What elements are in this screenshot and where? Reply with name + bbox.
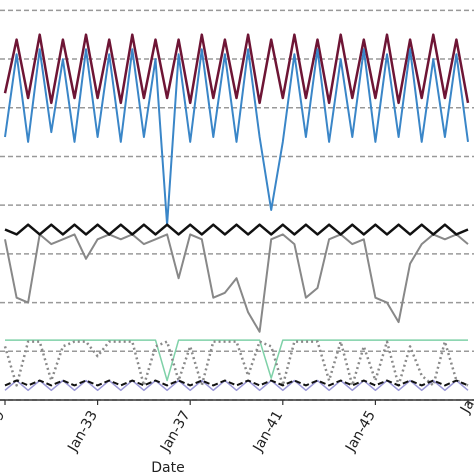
series-line [4,223,469,236]
x-tick-label: Jan-33 [64,408,101,455]
series-line [4,233,469,333]
x-tick-label: Jan-37 [157,408,194,455]
x-tick-label: Jan-41 [250,408,287,455]
x-axis-label: Date [151,460,184,474]
x-tick-label: 29 [0,408,8,431]
series-line [4,48,469,226]
series-line [3,33,470,105]
series-line [4,379,469,387]
x-tick-label: Jan-45 [342,408,379,455]
series-line [4,379,469,392]
series-line [5,339,468,382]
series-line [3,340,469,387]
